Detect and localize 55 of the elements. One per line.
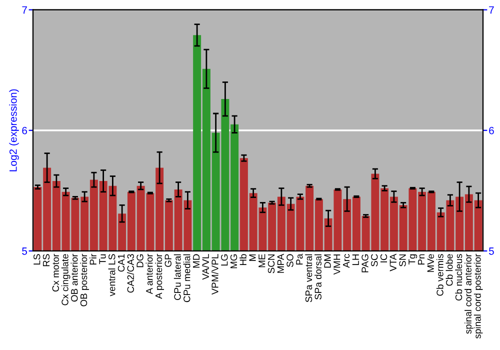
x-tick-label: SCN xyxy=(268,254,275,274)
x-tick-label: CPu medial xyxy=(183,254,190,302)
x-tick-label: Cx motor xyxy=(52,254,59,292)
x-tick-label: ventral LS xyxy=(108,254,116,296)
x-tick-label: MG xyxy=(230,254,238,268)
x-tick-label: LS xyxy=(34,254,40,265)
x-tick-label: CPu lateral xyxy=(174,254,181,300)
x-tick-label: VA/VL xyxy=(202,254,209,280)
x-tick-label: SO xyxy=(286,254,294,267)
x-tick-label: DG xyxy=(136,254,144,268)
x-tick-label: spinal cord anterior xyxy=(464,254,474,334)
x-tick-label: OB posterior xyxy=(80,254,89,306)
x-tick-label: Arc xyxy=(343,254,350,268)
x-tick-label: ME xyxy=(258,254,266,268)
x-tick-label: VTA xyxy=(390,254,396,272)
x-tick-label: CA1 xyxy=(118,254,125,272)
x-tick-label: IC xyxy=(380,254,388,262)
x-tick-label: A posterior xyxy=(155,254,164,299)
x-tick-label: spinal cord posterior xyxy=(474,254,483,338)
y-axis-title: Log2 (expression) xyxy=(9,89,19,172)
y2-tick-label: 6 xyxy=(489,126,494,134)
x-tick-label: RS xyxy=(42,254,50,266)
x-tick-label: Cx cingulate xyxy=(61,254,70,306)
x-tick-label: PAG xyxy=(362,254,368,272)
x-tick-label: Cb lobe xyxy=(446,254,453,286)
y-tick-label: 5 xyxy=(22,248,28,255)
x-tick-label: LG xyxy=(221,254,228,266)
x-tick-label: DM xyxy=(324,254,331,268)
x-tick-label: Pa xyxy=(296,254,303,265)
y2-tick-label: 7 xyxy=(489,6,494,14)
x-tick-label: LH xyxy=(352,254,359,266)
x-tick-label: GP xyxy=(164,254,172,267)
x-tick-label: MVe xyxy=(427,254,434,272)
x-tick-label: SPa ventral xyxy=(305,254,312,302)
x-tick-label: OB anterior xyxy=(70,254,78,302)
x-tick-label: CA2/CA3 xyxy=(127,254,134,293)
x-tick-label: Pn xyxy=(418,254,425,265)
x-tick-label: SC xyxy=(371,254,378,266)
x-tick-label: M xyxy=(249,254,256,261)
y-tick-label: 6 xyxy=(22,126,27,134)
y-tick-label: 7 xyxy=(22,6,27,14)
x-tick-label: MPA xyxy=(277,254,284,273)
x-tick-label: Cb nucleus xyxy=(455,254,462,300)
x-tick-label: VPM/VPL xyxy=(211,254,218,295)
x-tick-label: SN xyxy=(399,254,406,266)
x-tick-label: Tg xyxy=(408,254,418,265)
y2-tick-label: 5 xyxy=(488,248,494,255)
x-tick-label: MD xyxy=(193,254,200,268)
x-tick-label: A anterior xyxy=(146,254,153,294)
x-tick-label: Tu xyxy=(99,254,106,264)
x-tick-label: Hb xyxy=(240,254,246,266)
x-tick-label: SPa dorsal xyxy=(314,254,322,300)
x-tick-label: Cb vermis xyxy=(436,254,444,296)
x-tick-label: Pir xyxy=(90,254,96,264)
x-tick-label: VMH xyxy=(334,254,340,275)
